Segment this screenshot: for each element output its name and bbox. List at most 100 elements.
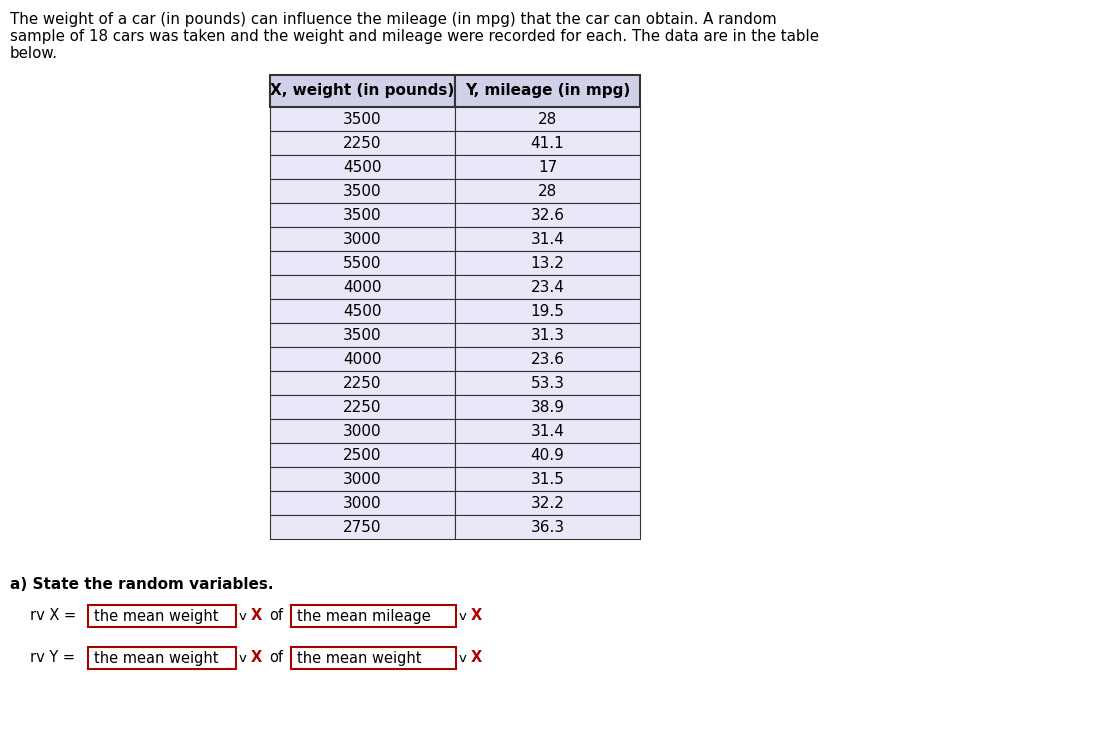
Bar bbox=[270, 371, 455, 395]
Text: 5500: 5500 bbox=[343, 255, 382, 270]
Text: X: X bbox=[471, 609, 482, 624]
Bar bbox=[455, 275, 640, 299]
Text: 13.2: 13.2 bbox=[531, 255, 564, 270]
Text: 31.4: 31.4 bbox=[531, 424, 564, 438]
Text: 4500: 4500 bbox=[343, 303, 382, 318]
Text: the mean weight: the mean weight bbox=[94, 609, 219, 624]
Text: v: v bbox=[459, 651, 467, 665]
Text: 4500: 4500 bbox=[343, 160, 382, 175]
Text: 31.4: 31.4 bbox=[531, 232, 564, 247]
Bar bbox=[455, 515, 640, 539]
Text: 3500: 3500 bbox=[343, 111, 382, 126]
Bar bbox=[270, 395, 455, 419]
Text: 17: 17 bbox=[538, 160, 557, 175]
Text: 23.6: 23.6 bbox=[531, 352, 564, 367]
Bar bbox=[455, 491, 640, 515]
Text: 31.5: 31.5 bbox=[531, 471, 564, 486]
Text: the mean mileage: the mean mileage bbox=[298, 609, 430, 624]
Text: 4000: 4000 bbox=[343, 279, 382, 294]
Text: 53.3: 53.3 bbox=[531, 376, 564, 391]
Bar bbox=[455, 107, 640, 131]
Text: 32.6: 32.6 bbox=[531, 208, 564, 223]
Bar bbox=[455, 251, 640, 275]
Bar bbox=[455, 395, 640, 419]
Text: 19.5: 19.5 bbox=[531, 303, 564, 318]
Bar bbox=[270, 467, 455, 491]
Bar bbox=[270, 419, 455, 443]
Bar bbox=[455, 203, 640, 227]
Text: 31.3: 31.3 bbox=[531, 327, 564, 343]
Text: X: X bbox=[471, 651, 482, 666]
Bar bbox=[455, 419, 640, 443]
Text: a) State the random variables.: a) State the random variables. bbox=[10, 577, 273, 592]
Text: rv X =: rv X = bbox=[30, 609, 76, 624]
Text: of: of bbox=[269, 609, 283, 624]
Bar bbox=[455, 179, 640, 203]
Text: 3000: 3000 bbox=[343, 471, 382, 486]
Text: sample of 18 cars was taken and the weight and mileage were recorded for each. T: sample of 18 cars was taken and the weig… bbox=[10, 29, 820, 44]
Text: 28: 28 bbox=[538, 184, 557, 199]
Text: 2250: 2250 bbox=[343, 376, 382, 391]
Bar bbox=[270, 155, 455, 179]
Text: Y, mileage (in mpg): Y, mileage (in mpg) bbox=[465, 84, 630, 99]
Bar bbox=[270, 491, 455, 515]
Text: 4000: 4000 bbox=[343, 352, 382, 367]
Text: 3000: 3000 bbox=[343, 495, 382, 510]
Text: X: X bbox=[251, 651, 262, 666]
Bar bbox=[270, 107, 455, 131]
Bar bbox=[88, 647, 236, 669]
Text: 2250: 2250 bbox=[343, 400, 382, 415]
Text: 2750: 2750 bbox=[343, 519, 382, 535]
Text: 2250: 2250 bbox=[343, 135, 382, 150]
Text: the mean weight: the mean weight bbox=[94, 651, 219, 666]
Bar bbox=[455, 131, 640, 155]
Bar bbox=[455, 323, 640, 347]
Text: 3500: 3500 bbox=[343, 327, 382, 343]
Text: v: v bbox=[239, 651, 247, 665]
Bar bbox=[455, 347, 640, 371]
Text: X, weight (in pounds): X, weight (in pounds) bbox=[270, 84, 455, 99]
Bar bbox=[270, 347, 455, 371]
Bar bbox=[270, 227, 455, 251]
Text: the mean weight: the mean weight bbox=[298, 651, 421, 666]
Bar bbox=[270, 515, 455, 539]
Text: of: of bbox=[269, 651, 283, 666]
Text: v: v bbox=[459, 610, 467, 622]
Bar bbox=[270, 203, 455, 227]
Bar bbox=[270, 443, 455, 467]
Text: 28: 28 bbox=[538, 111, 557, 126]
Text: 3000: 3000 bbox=[343, 424, 382, 438]
Bar bbox=[291, 647, 456, 669]
Bar bbox=[270, 179, 455, 203]
Text: 40.9: 40.9 bbox=[531, 447, 564, 462]
Bar bbox=[455, 75, 640, 107]
Bar bbox=[455, 299, 640, 323]
Text: v: v bbox=[239, 610, 247, 622]
Text: 2500: 2500 bbox=[343, 447, 382, 462]
Bar bbox=[270, 299, 455, 323]
Text: 3500: 3500 bbox=[343, 184, 382, 199]
Text: 38.9: 38.9 bbox=[531, 400, 564, 415]
Text: rv Y =: rv Y = bbox=[30, 651, 75, 666]
Text: 41.1: 41.1 bbox=[531, 135, 564, 150]
Bar bbox=[270, 75, 455, 107]
Text: 23.4: 23.4 bbox=[531, 279, 564, 294]
Text: 3500: 3500 bbox=[343, 208, 382, 223]
Text: 32.2: 32.2 bbox=[531, 495, 564, 510]
Bar bbox=[455, 467, 640, 491]
Bar bbox=[270, 323, 455, 347]
Bar bbox=[455, 227, 640, 251]
Text: 3000: 3000 bbox=[343, 232, 382, 247]
Text: 36.3: 36.3 bbox=[531, 519, 564, 535]
Text: X: X bbox=[251, 609, 262, 624]
Bar bbox=[88, 605, 236, 627]
Bar bbox=[455, 443, 640, 467]
Bar bbox=[291, 605, 456, 627]
Text: below.: below. bbox=[10, 46, 58, 61]
Text: The weight of a car (in pounds) can influence the mileage (in mpg) that the car : The weight of a car (in pounds) can infl… bbox=[10, 12, 776, 27]
Bar bbox=[270, 131, 455, 155]
Bar bbox=[270, 275, 455, 299]
Bar bbox=[455, 155, 640, 179]
Bar bbox=[455, 371, 640, 395]
Bar bbox=[270, 251, 455, 275]
